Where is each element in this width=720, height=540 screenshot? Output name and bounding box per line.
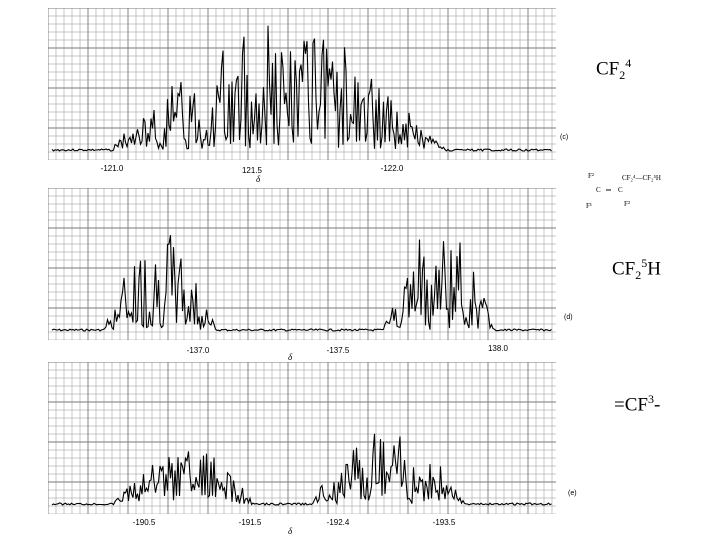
chain: CF₂⁴—CF₂⁵H	[622, 174, 661, 182]
panel-label-d: (d)	[564, 314, 573, 321]
spectrum-plot-d	[48, 188, 556, 340]
atom-f2: F²	[588, 172, 594, 180]
tick-label: -191.5	[238, 518, 262, 527]
atom-f3: F³	[624, 200, 630, 208]
tick-label: -137.0	[186, 346, 210, 355]
spectrum-plot-c	[48, 8, 556, 160]
panel-label-e: (e)	[568, 490, 577, 497]
tick-label: -137.5	[326, 346, 350, 355]
spectrum-plot-e	[48, 362, 556, 514]
tick-label: 121.5	[241, 166, 263, 175]
tick-label: -121.0	[100, 164, 124, 173]
graph-paper-grid	[48, 188, 556, 340]
panel-label-c: (c)	[560, 134, 569, 141]
atom-c1: C	[596, 186, 601, 194]
label-cf2-4: CF24	[596, 56, 632, 83]
tick-label: -192.4	[326, 518, 350, 527]
spectrum-panel-c: -121.0 121.5 -122.0 δ (c)	[48, 8, 568, 188]
atom-c2: C	[618, 186, 623, 194]
atom-f1: F¹	[586, 202, 592, 210]
spectrum-panel-d: -137.0 -137.5 138.0 δ (d)	[48, 188, 573, 368]
tick-label: -122.0	[380, 164, 404, 173]
label-cf3: =CF3-	[614, 392, 661, 416]
delta-symbol: δ	[288, 526, 293, 536]
delta-symbol: δ	[288, 352, 293, 362]
label-cf2-5h: CF25H	[612, 256, 661, 283]
spectrum-trace	[51, 235, 552, 332]
delta-symbol: δ	[256, 174, 261, 184]
spectrum-trace	[51, 25, 552, 152]
structure-formula: F² C ═ C CF₂⁴—CF₂⁵H F¹ F³	[584, 170, 684, 220]
tick-label: -190.5	[132, 518, 156, 527]
double-bond: ═	[606, 186, 611, 194]
spectrum-trace	[51, 433, 552, 506]
tick-label: 138.0	[487, 344, 509, 353]
spectrum-panel-e: -190.5 -191.5 -192.4 -193.5 δ (e)	[48, 362, 577, 540]
graph-paper-grid	[48, 362, 556, 514]
tick-label: -193.5	[432, 518, 456, 527]
